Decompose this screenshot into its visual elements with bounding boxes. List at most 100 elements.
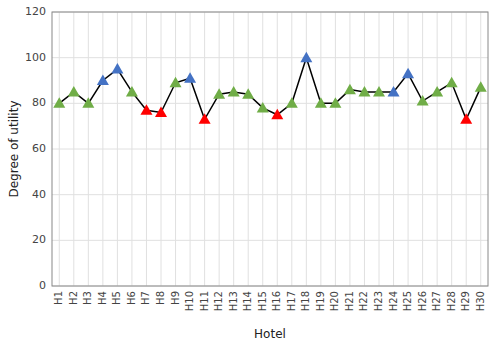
x-grid-line [320,12,321,286]
marker [242,88,254,99]
y-tick-label: 100 [25,51,46,64]
x-grid-line [161,12,162,286]
y-axis-title: Degree of utility [7,101,21,198]
marker [53,97,65,108]
x-tick-label: H21 [344,291,355,311]
x-grid-line [422,12,423,286]
x-tick-label: H1 [53,291,64,305]
marker [402,68,414,79]
x-grid-line [175,12,176,286]
y-tick-label: 20 [32,233,46,246]
marker [431,86,443,97]
marker [300,52,312,63]
x-grid-line [262,12,263,286]
x-tick-label: H25 [402,291,413,311]
x-grid-line [277,12,278,286]
x-grid-line [73,12,74,286]
y-tick-label: 0 [39,279,46,292]
x-grid-line [466,12,467,286]
x-tick-label: H9 [170,291,181,305]
x-grid-line [437,12,438,286]
x-tick-label: H3 [82,291,93,305]
x-grid-line [291,12,292,286]
marker [97,75,109,86]
plot-area [53,52,486,124]
x-grid-line [248,12,249,286]
x-tick-label: H16 [271,291,282,311]
x-tick-label: H6 [126,291,137,305]
marker [184,72,196,83]
x-tick-label: H23 [373,291,384,311]
x-grid-line [219,12,220,286]
x-axis-title: Hotel [254,327,286,341]
x-grid-line [379,12,380,286]
x-tick-label: H11 [199,291,210,311]
x-grid-line [335,12,336,286]
marker [111,63,123,74]
x-tick-label: H18 [300,291,311,311]
x-tick-label: H7 [140,291,151,305]
x-tick-label: H12 [213,291,224,311]
grid [52,12,488,286]
marker [68,86,80,97]
x-grid-line [190,12,191,286]
marker [271,109,283,120]
x-tick-label: H8 [155,291,166,305]
x-tick-label: H30 [475,291,486,311]
marker [257,102,269,113]
x-tick-label: H24 [388,291,399,311]
x-grid-line [393,12,394,286]
x-grid-line [88,12,89,286]
marker [417,95,429,106]
marker [286,97,298,108]
plot-frame [52,12,488,286]
x-tick-label: H26 [417,291,428,311]
x-tick-label: H22 [358,291,369,311]
x-tick-label: H19 [315,291,326,311]
marker [344,84,356,95]
x-tick-label: H2 [68,291,79,305]
line [59,58,480,120]
x-tick-label: H13 [228,291,239,311]
x-tick-label: H4 [97,291,108,305]
x-tick-label: H15 [257,291,268,311]
axes: 020406080100120H1H2H3H4H5H6H7H8H9H10H11H… [7,5,489,341]
chart: 020406080100120H1H2H3H4H5H6H7H8H9H10H11H… [0,0,500,344]
marker [82,97,94,108]
marker [460,113,472,124]
x-grid-line [117,12,118,286]
x-grid-line [131,12,132,286]
x-grid-line [146,12,147,286]
marker [140,104,152,115]
x-tick-label: H14 [242,291,253,311]
marker [315,97,327,108]
x-grid-line [451,12,452,286]
marker [373,86,385,97]
marker [475,81,487,92]
marker [199,113,211,124]
x-grid-line [233,12,234,286]
marker [155,106,167,117]
x-tick-label: H10 [184,291,195,311]
marker [329,97,341,108]
x-grid-line [102,12,103,286]
x-grid-line [59,12,60,286]
x-grid-line [349,12,350,286]
x-grid-line [364,12,365,286]
x-tick-label: H28 [446,291,457,311]
x-grid-line [480,12,481,286]
marker [126,86,138,97]
marker [170,77,182,88]
y-tick-label: 80 [32,96,46,109]
x-tick-label: H5 [111,291,122,305]
marker [358,86,370,97]
marker [388,86,400,97]
y-tick-label: 60 [32,142,46,155]
y-tick-label: 40 [32,188,46,201]
marker [213,88,225,99]
marker [228,86,240,97]
marker [446,77,458,88]
x-tick-label: H17 [286,291,297,311]
x-grid-line [204,12,205,286]
x-tick-label: H29 [460,291,471,311]
